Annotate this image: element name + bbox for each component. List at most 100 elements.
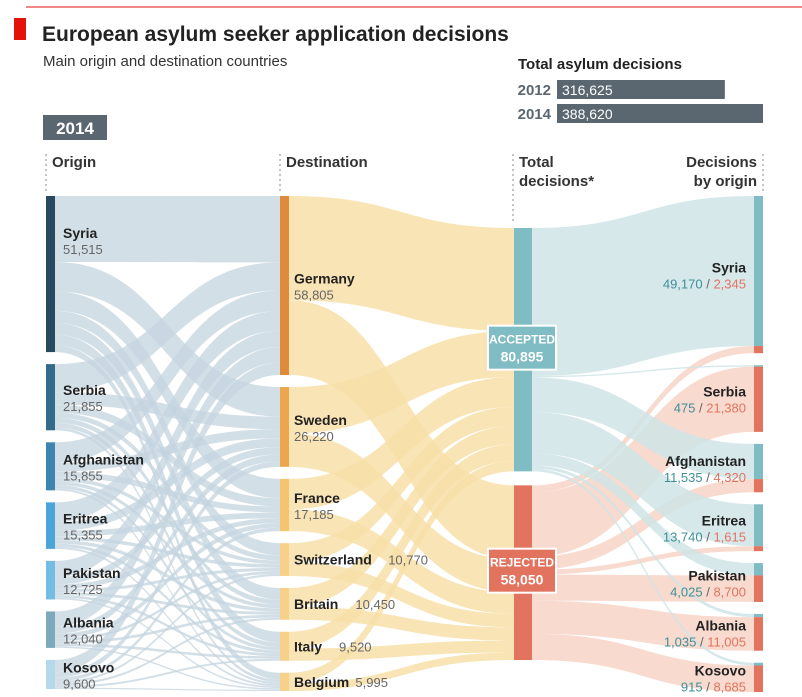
by-origin-label-albania: Albania	[695, 617, 746, 633]
origin-value-afghanistan: 15,855	[63, 468, 103, 483]
by-origin-rejected-bar-kosovo	[754, 665, 763, 692]
flow-origin-serbia-to-italy	[55, 422, 280, 648]
by-origin-values-afghanistan: 11,535 / 4,320	[664, 470, 746, 485]
destination-bar-belgium	[280, 672, 289, 691]
destination-value-sweden: 26,220	[294, 429, 334, 444]
by-origin-accepted-bar-kosovo	[754, 662, 763, 666]
flow-origin-albania-to-belgium	[55, 646, 280, 690]
flow-origin-syria-to-switzerland	[55, 310, 280, 556]
origin-bar-pakistan	[46, 560, 55, 600]
by-origin-rejected-bar-syria	[754, 346, 763, 354]
flow-origin-pakistan-to-italy	[55, 595, 280, 657]
origin-bar-eritrea	[46, 502, 55, 549]
by-origin-accepted-bar-serbia	[754, 365, 763, 367]
flow-origin-syria-to-france	[55, 291, 280, 499]
total-value-2014: 388,620	[562, 106, 613, 122]
destination-bar-france	[280, 478, 289, 532]
by-origin-values-kosovo: 915 / 8,685	[681, 679, 746, 694]
header-destination: Destination	[286, 154, 368, 171]
by-origin-accepted-bar-eritrea	[754, 504, 763, 547]
by-origin-accepted-bar-albania	[754, 613, 763, 618]
header-by-origin-line1: Decisions	[686, 154, 757, 171]
flow-origin-albania-to-france	[55, 523, 280, 639]
chart-title: European asylum seeker application decis…	[42, 23, 509, 46]
by-origin-rejected-bar-eritrea	[754, 546, 763, 552]
total-value-2012: 316,625	[562, 82, 613, 98]
by-origin-rejected-value-afghanistan: 4,320	[713, 470, 746, 485]
flow-belgium-to-accepted	[289, 460, 514, 684]
destination-value-germany: 58,805	[294, 288, 334, 303]
flow-origin-pakistan-to-germany	[55, 330, 280, 578]
origin-value-syria: 51,515	[63, 242, 103, 257]
by-origin-values-pakistan: 4,025 / 8,700	[670, 585, 746, 600]
accent-bar	[14, 18, 26, 40]
flow-origin-afghanistan-to-belgium	[55, 488, 280, 685]
by-origin-rejected-value-kosovo: 8,685	[713, 679, 746, 694]
origin-value-serbia: 21,855	[63, 399, 103, 414]
flow-origin-kosovo-to-belgium	[55, 687, 280, 691]
flow-origin-kosovo-to-britain	[55, 617, 280, 686]
by-origin-accepted-value-eritrea: 13,740	[663, 530, 703, 545]
decision-value-accepted: 80,895	[501, 349, 544, 365]
by-origin-rejected-value-serbia: 21,380	[706, 401, 746, 416]
origin-value-albania: 12,040	[63, 632, 103, 647]
destination-label-italy: Italy	[294, 638, 322, 654]
flow-origin-afghanistan-to-germany	[55, 290, 280, 463]
by-origin-accepted-value-kosovo: 915	[681, 679, 703, 694]
flow-origin-eritrea-to-italy	[55, 543, 280, 654]
chart-subtitle: Main origin and destination countries	[43, 53, 287, 70]
origin-label-albania: Albania	[63, 615, 114, 631]
flow-accepted-to-eritrea	[532, 412, 754, 547]
by-origin-accepted-bar-syria	[754, 196, 763, 347]
by-origin-rejected-value-albania: 11,005	[707, 634, 746, 649]
by-origin-separator-serbia: /	[695, 401, 706, 416]
by-origin-label-pakistan: Pakistan	[688, 568, 746, 584]
year-badge	[43, 115, 107, 140]
origin-label-syria: Syria	[63, 225, 97, 241]
flow-britain-to-accepted	[289, 425, 514, 607]
by-origin-label-eritrea: Eritrea	[702, 513, 747, 529]
flow-origin-syria-to-germany	[55, 196, 280, 263]
by-origin-separator-syria: /	[703, 277, 714, 292]
flow-accepted-to-syria	[532, 196, 754, 376]
origin-value-pakistan: 12,725	[63, 582, 103, 597]
by-origin-values-eritrea: 13,740 / 1,615	[663, 530, 746, 545]
flow-rejected-to-afghanistan	[532, 479, 754, 570]
flow-origin-eritrea-to-belgium	[55, 546, 280, 687]
flow-accepted-to-serbia	[532, 365, 754, 378]
by-origin-accepted-value-serbia: 475	[674, 401, 696, 416]
by-origin-separator-albania: /	[696, 634, 707, 649]
by-origin-values-syria: 49,170 / 2,345	[663, 277, 746, 292]
decision-value-rejected: 58,050	[501, 572, 544, 588]
header-total-line2: decisions*	[519, 173, 594, 190]
by-origin-separator-afghanistan: /	[703, 470, 714, 485]
flow-france-to-accepted	[289, 376, 514, 510]
by-origin-rejected-bar-albania	[754, 617, 763, 651]
by-origin-label-kosovo: Kosovo	[695, 662, 746, 678]
by-origin-accepted-bar-afghanistan	[754, 443, 763, 480]
by-origin-values-albania: 1,035 / 11,005	[664, 634, 746, 649]
flow-accepted-to-kosovo	[532, 468, 754, 666]
flow-accepted-to-pakistan	[532, 453, 754, 576]
destination-bar-britain	[280, 587, 289, 620]
origin-bar-albania	[46, 611, 55, 648]
total-bar-2012	[557, 80, 725, 99]
flow-belgium-to-rejected	[289, 652, 514, 691]
flow-origin-eritrea-to-france	[55, 512, 280, 537]
by-origin-values-serbia: 475 / 21,380	[674, 401, 746, 416]
destination-label-sweden: Sweden	[294, 412, 347, 428]
by-origin-rejected-bar-serbia	[754, 366, 763, 432]
by-origin-label-syria: Syria	[712, 260, 746, 276]
header-total-line1: Total	[519, 154, 554, 171]
destination-bar-germany	[280, 196, 289, 376]
year-badge-label: 2014	[56, 119, 94, 138]
origin-label-eritrea: Eritrea	[63, 511, 108, 527]
flow-origin-albania-to-sweden	[55, 454, 280, 634]
by-origin-accepted-bar-pakistan	[754, 563, 763, 576]
flow-italy-to-accepted	[289, 444, 514, 649]
decision-label-rejected: REJECTED	[490, 556, 554, 570]
flow-rejected-to-albania	[532, 600, 754, 651]
flow-accepted-to-afghanistan	[532, 377, 754, 480]
by-origin-rejected-value-pakistan: 8,700	[713, 585, 746, 600]
origin-label-afghanistan: Afghanistan	[63, 451, 144, 467]
